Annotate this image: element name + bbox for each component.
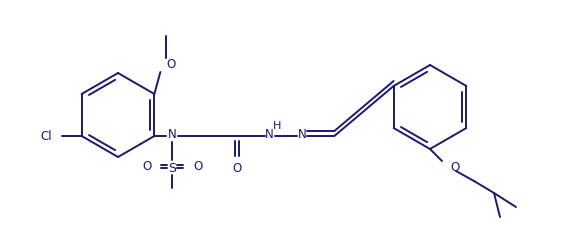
Text: Cl: Cl [40, 130, 52, 143]
Text: O: O [166, 58, 176, 71]
Text: N: N [265, 127, 274, 140]
Text: N: N [298, 127, 307, 140]
Text: O: O [233, 162, 242, 175]
Text: N: N [168, 128, 177, 141]
Text: O: O [450, 161, 459, 174]
Text: S: S [168, 162, 176, 175]
Text: O: O [142, 160, 151, 173]
Text: H: H [273, 120, 282, 130]
Text: O: O [193, 160, 203, 173]
